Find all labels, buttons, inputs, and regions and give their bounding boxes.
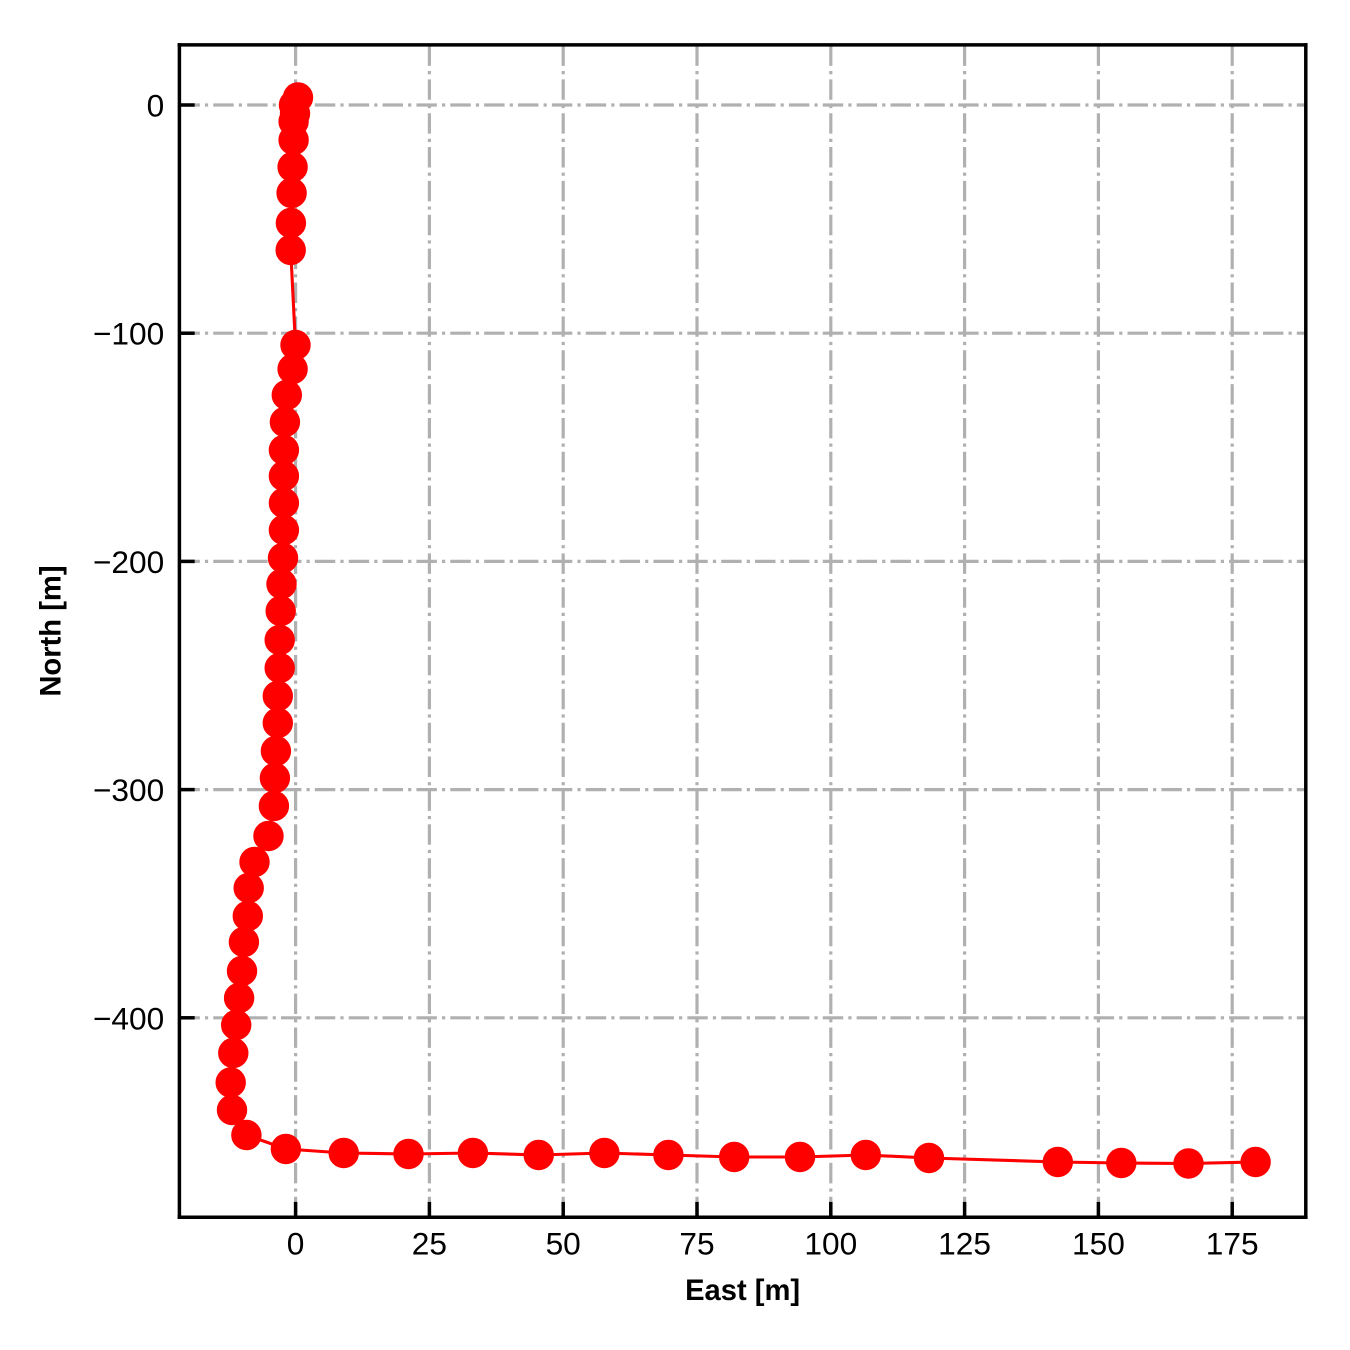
svg-text:−400: −400 (93, 1000, 164, 1036)
svg-text:0: 0 (147, 87, 165, 123)
svg-text:−100: −100 (93, 316, 164, 352)
svg-text:East [m]: East [m] (685, 1275, 800, 1307)
svg-text:75: 75 (679, 1225, 714, 1261)
svg-text:100: 100 (804, 1225, 857, 1261)
svg-text:150: 150 (1072, 1225, 1125, 1261)
svg-text:125: 125 (938, 1225, 991, 1261)
svg-text:50: 50 (546, 1225, 581, 1261)
svg-text:−200: −200 (93, 544, 164, 580)
svg-text:25: 25 (412, 1225, 447, 1261)
svg-text:North [m]: North [m] (35, 565, 67, 696)
svg-text:175: 175 (1206, 1225, 1259, 1261)
svg-text:−300: −300 (93, 772, 164, 808)
svg-text:0: 0 (287, 1225, 305, 1261)
